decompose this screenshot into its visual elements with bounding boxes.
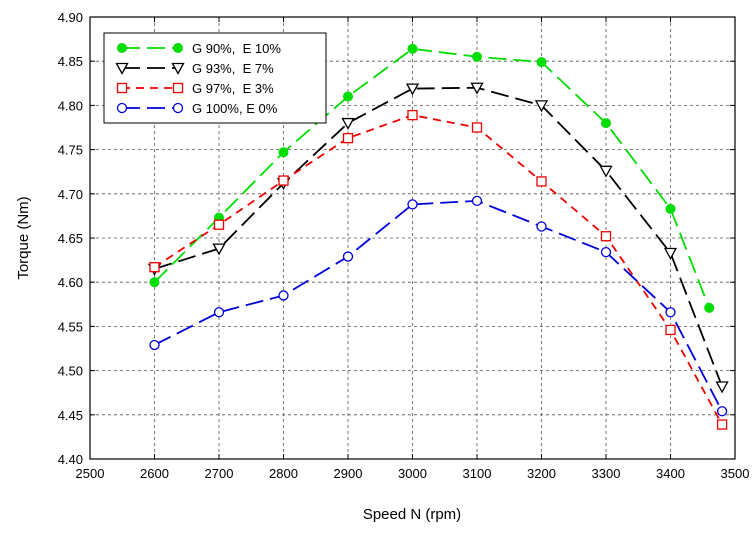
y-tick-label: 4.90 bbox=[58, 10, 83, 25]
series-4 bbox=[149, 195, 728, 417]
data-point bbox=[278, 147, 289, 158]
x-tick-label: 3300 bbox=[592, 466, 621, 481]
data-point bbox=[716, 406, 728, 417]
y-tick-label: 4.80 bbox=[58, 98, 83, 113]
data-point bbox=[715, 381, 729, 394]
x-tick-label: 2500 bbox=[76, 466, 105, 481]
data-point bbox=[600, 246, 612, 258]
data-point bbox=[407, 43, 418, 54]
x-tick-label: 2600 bbox=[140, 466, 169, 481]
data-point bbox=[471, 195, 483, 207]
data-point bbox=[665, 203, 676, 214]
data-point bbox=[213, 307, 225, 318]
legend-marker bbox=[116, 82, 128, 94]
legend-marker bbox=[117, 43, 127, 53]
legend-marker bbox=[172, 82, 184, 94]
x-tick-label: 3000 bbox=[398, 466, 427, 481]
x-tick-label: 3200 bbox=[527, 466, 556, 481]
series-line bbox=[153, 47, 711, 309]
y-tick-label: 4.60 bbox=[58, 275, 83, 290]
legend-label: G 93%, E 7% bbox=[192, 61, 274, 76]
y-tick-label: 4.75 bbox=[58, 143, 83, 158]
data-point bbox=[213, 219, 225, 230]
legend-label: G 100%, E 0% bbox=[192, 101, 278, 116]
data-point bbox=[601, 118, 611, 129]
data-point bbox=[536, 221, 547, 232]
data-point bbox=[278, 290, 289, 301]
y-tick-label: 4.85 bbox=[58, 54, 83, 69]
x-tick-label: 3500 bbox=[721, 466, 750, 481]
y-tick-label: 4.70 bbox=[58, 187, 83, 202]
data-point bbox=[663, 247, 678, 260]
series-layer bbox=[147, 43, 729, 430]
y-tick-label: 4.50 bbox=[58, 364, 83, 379]
data-point bbox=[471, 122, 483, 133]
x-tick-label: 2900 bbox=[334, 466, 363, 481]
legend-item: G 93%, E 7% bbox=[115, 61, 274, 76]
data-point bbox=[341, 117, 355, 130]
data-point bbox=[212, 243, 226, 256]
axis-ticks: 2500 2600 2700 2800 2900 3000 3100 3200 3300 3400… bbox=[58, 10, 750, 481]
series-line bbox=[154, 199, 723, 412]
data-point bbox=[149, 262, 160, 273]
legend-label: G 97%, E 3% bbox=[192, 81, 274, 96]
y-tick-label: 4.45 bbox=[58, 408, 83, 423]
y-tick-label: 4.65 bbox=[58, 231, 83, 246]
data-point bbox=[407, 199, 418, 210]
legend: G 90%, E 10% G 93%, E 7% G 97%, E 3% G 100%… bbox=[103, 32, 327, 124]
x-tick-label: 3100 bbox=[463, 466, 492, 481]
data-point bbox=[600, 231, 612, 242]
x-axis-label: Speed N (rpm) bbox=[363, 506, 461, 523]
legend-marker bbox=[115, 62, 129, 75]
data-point bbox=[149, 277, 160, 288]
y-tick-label: 4.55 bbox=[58, 319, 83, 334]
data-point bbox=[534, 100, 549, 113]
x-tick-label: 2800 bbox=[269, 466, 298, 481]
legend-marker bbox=[171, 62, 185, 75]
data-point bbox=[407, 109, 418, 121]
data-point bbox=[665, 307, 676, 318]
legend-item: G 100%, E 0% bbox=[116, 101, 278, 116]
legend-label: G 90%, E 10% bbox=[192, 41, 281, 56]
data-point bbox=[278, 175, 289, 186]
y-axis-label: Torque (Nm) bbox=[15, 196, 32, 279]
data-point bbox=[405, 83, 420, 96]
data-point bbox=[536, 57, 547, 68]
y-tick-label: 4.40 bbox=[58, 452, 83, 467]
data-point bbox=[342, 132, 354, 144]
data-point bbox=[470, 82, 484, 95]
data-point bbox=[343, 91, 353, 102]
legend-marker bbox=[116, 102, 128, 114]
data-point bbox=[665, 324, 676, 336]
data-point bbox=[599, 165, 613, 178]
data-point bbox=[704, 302, 715, 313]
x-tick-label: 3400 bbox=[656, 466, 685, 481]
legend-item: G 97%, E 3% bbox=[116, 81, 274, 96]
legend-marker bbox=[173, 43, 183, 53]
legend-item: G 90%, E 10% bbox=[117, 41, 281, 56]
data-point bbox=[716, 419, 728, 430]
series-line bbox=[154, 114, 723, 425]
legend-marker bbox=[172, 102, 184, 114]
legend-box bbox=[103, 32, 327, 124]
data-point bbox=[149, 339, 160, 351]
series-3 bbox=[149, 109, 728, 430]
data-point bbox=[536, 176, 547, 187]
data-point bbox=[342, 251, 354, 262]
series-line bbox=[154, 86, 723, 387]
x-tick-label: 2700 bbox=[205, 466, 234, 481]
data-point bbox=[472, 51, 482, 62]
